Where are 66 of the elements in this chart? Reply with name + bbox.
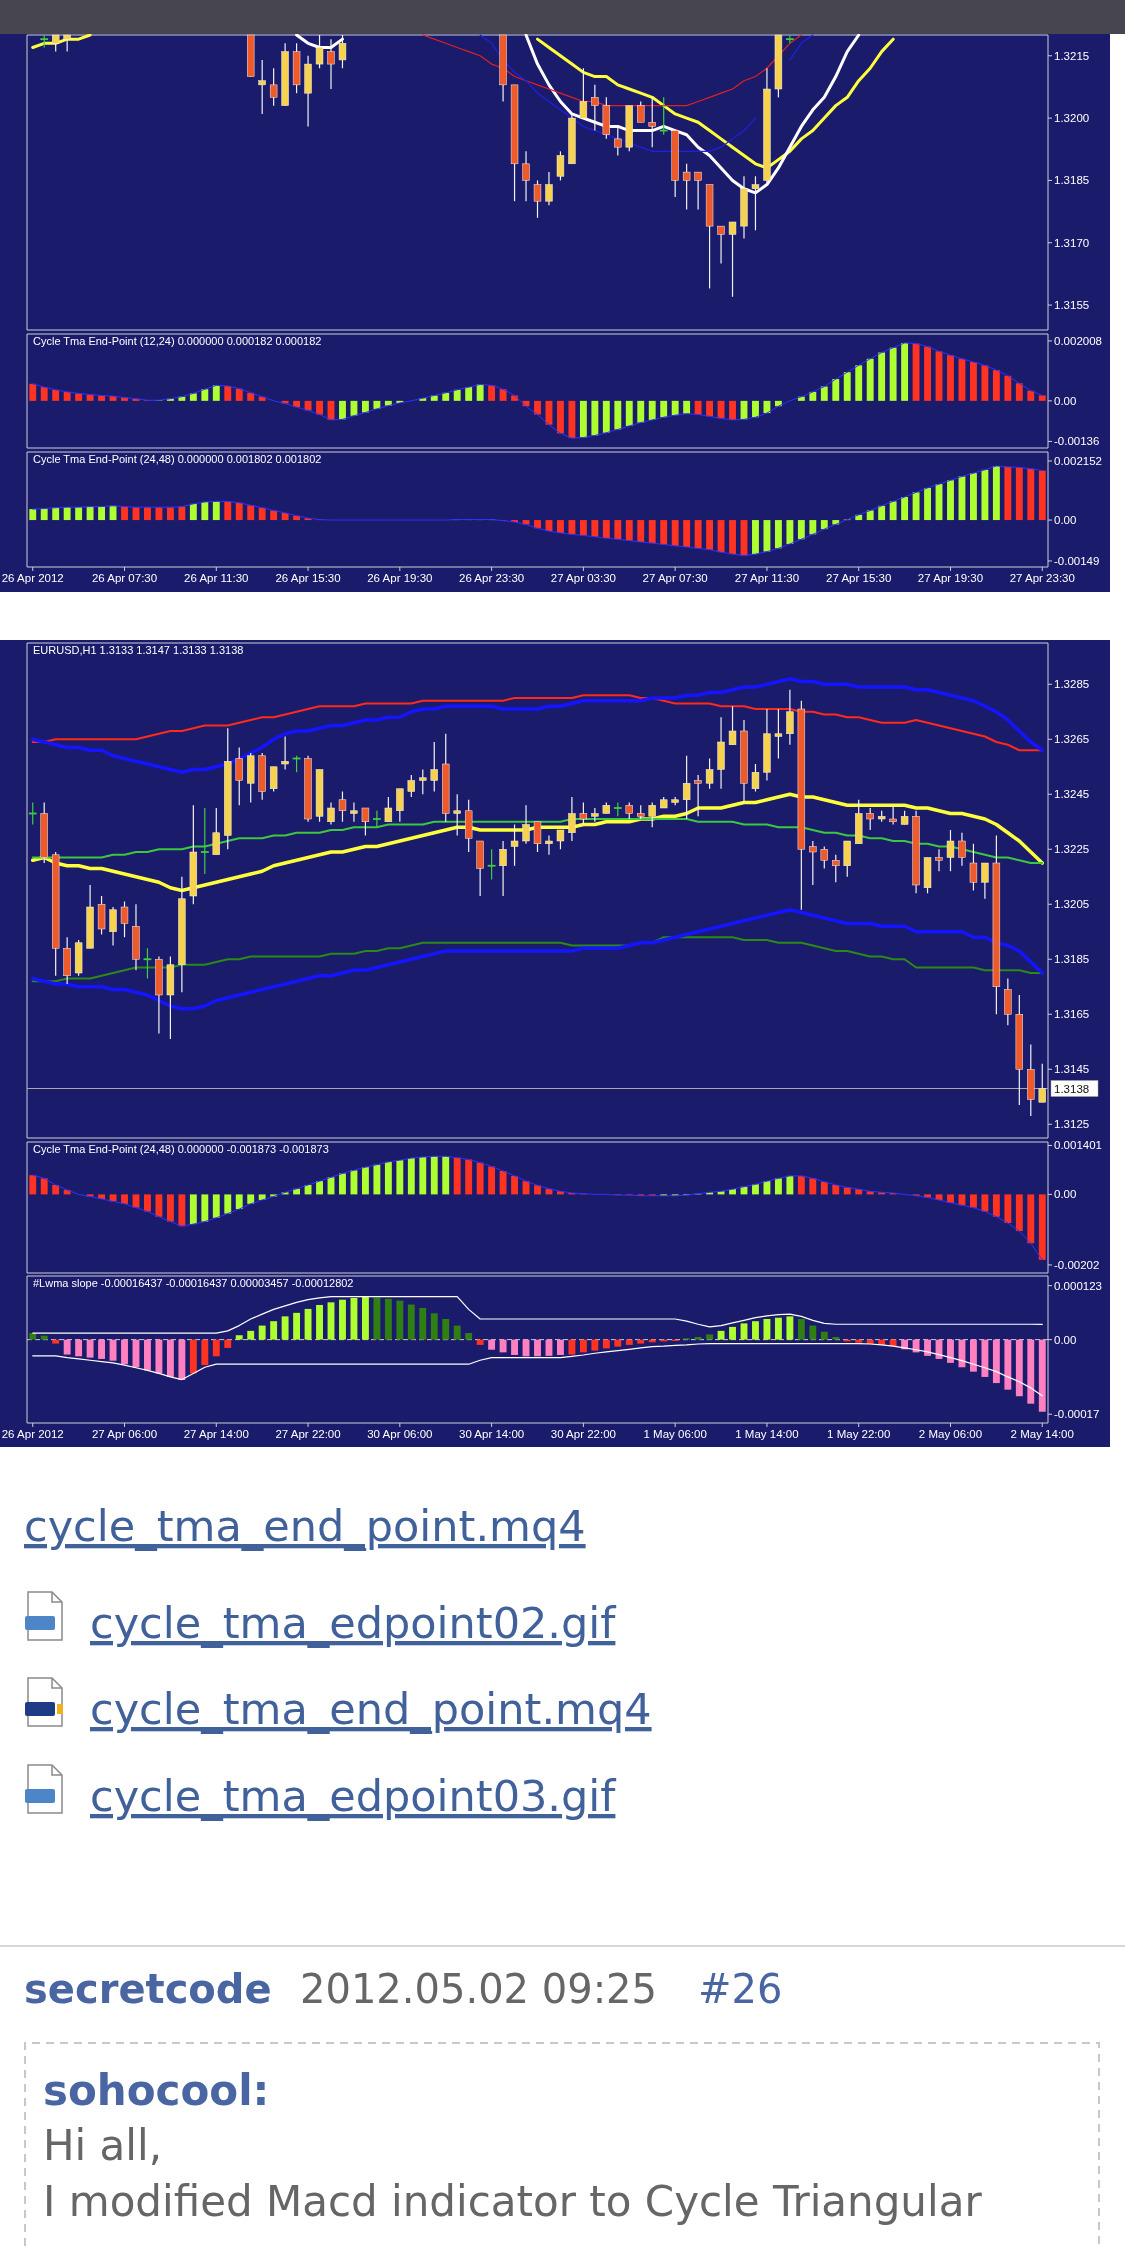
y-tick-label: 1.3285 — [1054, 678, 1090, 691]
x-tick-label: 30 Apr 06:00 — [367, 1428, 433, 1440]
x-tick-label: 27 Apr 19:30 — [917, 572, 984, 584]
text: cycle_tma_edpoint02.gif — [90, 1598, 617, 1648]
chart-title: Cycle Tma End-Point (24,48) 0.000000 -0.001873 -0.001873 — [33, 1143, 329, 1155]
x-tick-label: 27 Apr 11:30 — [734, 572, 800, 584]
x-tick-label: 27 Apr 03:30 — [550, 572, 616, 584]
ref-line-label: 1.3138 — [1054, 1082, 1090, 1095]
y-tick-label: 1.3265 — [1054, 733, 1090, 746]
x-tick-label: 27 Apr 22:00 — [275, 1428, 341, 1440]
text: #26 — [698, 1966, 783, 2012]
x-tick-label: 26 Apr 15:30 — [275, 572, 341, 584]
y-tick-label: 1.3225 — [1054, 843, 1090, 856]
x-tick-label: 26 Apr 23:30 — [459, 572, 525, 584]
text: I modified Macd indicator to Cycle Triangular — [43, 2177, 983, 2226]
y-tick-label: 0.00 — [1054, 394, 1077, 407]
y-tick-label: -0.00202 — [1054, 1258, 1100, 1271]
x-tick-label: 26 Apr 2012 — [1, 572, 64, 584]
x-tick-label: 26 Apr 2012 — [1, 1428, 64, 1440]
text: Hi all, — [43, 2121, 163, 2170]
x-tick-label: 27 Apr 07:30 — [642, 572, 708, 584]
x-tick-label: 2 May 14:00 — [1010, 1428, 1074, 1440]
y-tick-label: -0.00149 — [1054, 554, 1100, 567]
x-tick-label: 30 Apr 14:00 — [459, 1428, 525, 1440]
y-tick-label: 1.3215 — [1054, 49, 1090, 62]
y-tick-label: 0.00 — [1054, 1333, 1077, 1346]
text: cycle_tma_edpoint03.gif — [90, 1771, 617, 1821]
text: cycle_tma_end_point.mq4 — [90, 1684, 652, 1734]
x-tick-label: 1 May 22:00 — [827, 1428, 891, 1440]
y-tick-label: 1.3185 — [1054, 953, 1090, 966]
text: secretcode — [24, 1966, 272, 2012]
y-tick-label: 1.3145 — [1054, 1063, 1090, 1076]
text: 2012.05.02 09:25 — [300, 1966, 658, 2012]
x-tick-label: 30 Apr 22:00 — [550, 1428, 616, 1440]
y-tick-label: 0.00 — [1054, 1188, 1077, 1201]
y-tick-label: 1.3170 — [1054, 236, 1090, 249]
x-tick-label: 2 May 06:00 — [918, 1428, 983, 1440]
x-tick-label: 27 Apr 15:30 — [826, 572, 892, 584]
chart-title: Cycle Tma End-Point (12,24) 0.000000 0.000182 0.000182 — [33, 335, 322, 347]
x-tick-label: 1 May 06:00 — [643, 1428, 707, 1440]
x-tick-label: 26 Apr 11:30 — [184, 572, 249, 584]
y-tick-label: 0.001401 — [1054, 1139, 1102, 1152]
chart-title: Cycle Tma End-Point (24,48) 0.000000 0.001802 0.001802 — [33, 453, 322, 465]
y-tick-label: 1.3200 — [1054, 112, 1090, 125]
y-tick-label: 1.3185 — [1054, 174, 1090, 187]
y-tick-label: 1.3155 — [1054, 299, 1090, 312]
y-tick-label: 0.002008 — [1054, 334, 1102, 347]
chart-title: #Lwma slope -0.00016437 -0.00016437 0.00003457 -0.00012802 — [33, 1277, 354, 1289]
text: sohocool: — [43, 2066, 270, 2115]
y-tick-label: -0.00017 — [1054, 1408, 1100, 1421]
x-tick-label: 27 Apr 23:30 — [1009, 572, 1075, 584]
x-tick-label: 26 Apr 19:30 — [367, 572, 433, 584]
y-tick-label: 0.000123 — [1054, 1279, 1102, 1292]
y-tick-label: 0.002152 — [1054, 455, 1102, 467]
y-tick-label: 1.3165 — [1054, 1008, 1090, 1021]
y-tick-label: 1.3245 — [1054, 788, 1090, 801]
x-tick-label: 26 Apr 07:30 — [91, 572, 158, 584]
x-tick-label: 27 Apr 06:00 — [91, 1428, 158, 1440]
chart-title: EURUSD,H1 1.3133 1.3147 1.3133 1.3138 — [33, 644, 244, 656]
y-tick-label: 1.3205 — [1054, 898, 1090, 911]
x-tick-label: 1 May 14:00 — [735, 1428, 799, 1440]
y-tick-label: 0.00 — [1054, 514, 1077, 527]
y-tick-label: 1.3125 — [1054, 1118, 1090, 1131]
y-tick-label: -0.00136 — [1054, 435, 1100, 448]
x-tick-label: 27 Apr 14:00 — [183, 1428, 249, 1440]
text: cycle_tma_end_point.mq4 — [24, 1501, 586, 1551]
